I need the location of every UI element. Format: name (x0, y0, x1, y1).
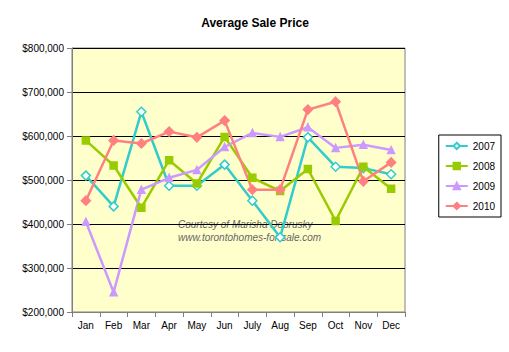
svg-text:2007: 2007 (473, 141, 496, 152)
svg-text:$600,000: $600,000 (22, 131, 64, 142)
svg-text:Feb: Feb (105, 320, 123, 331)
svg-text:Courtesy of Marisha Dobrusky: Courtesy of Marisha Dobrusky (178, 218, 313, 230)
svg-text:$300,000: $300,000 (22, 263, 64, 274)
svg-text:$200,000: $200,000 (22, 307, 64, 318)
svg-text:Sep: Sep (299, 320, 317, 331)
svg-text:Aug: Aug (271, 320, 289, 331)
svg-text:Mar: Mar (133, 320, 151, 331)
svg-text:$400,000: $400,000 (22, 219, 64, 230)
svg-text:2009: 2009 (473, 181, 496, 192)
svg-text:Oct: Oct (328, 320, 344, 331)
svg-text:Dec: Dec (382, 320, 400, 331)
svg-text:$700,000: $700,000 (22, 87, 64, 98)
svg-text:Apr: Apr (161, 320, 177, 331)
svg-text:Jan: Jan (78, 320, 94, 331)
svg-text:Average Sale Price: Average Sale Price (201, 16, 309, 30)
svg-text:$800,000: $800,000 (22, 43, 64, 54)
svg-text:2010: 2010 (473, 201, 496, 212)
svg-text:July: July (243, 320, 261, 331)
svg-text:Jun: Jun (217, 320, 233, 331)
svg-text:$500,000: $500,000 (22, 175, 64, 186)
svg-text:www.torontohomes-for-sale.com: www.torontohomes-for-sale.com (178, 232, 321, 243)
svg-text:Nov: Nov (354, 320, 372, 331)
svg-text:May: May (187, 320, 206, 331)
svg-text:2008: 2008 (473, 161, 496, 172)
